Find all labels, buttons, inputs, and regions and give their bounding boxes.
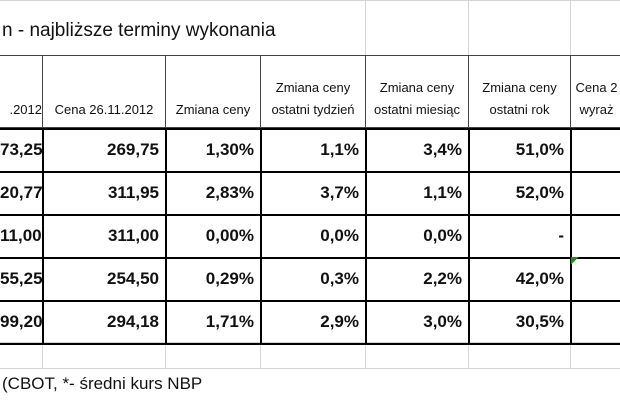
table-cell: 1,1% xyxy=(260,128,367,173)
table-cell: 311,00 xyxy=(42,214,167,259)
table-cell: 269,75 xyxy=(42,128,167,173)
header-line: Zmiana ceny xyxy=(275,80,351,95)
header-line: ostatni rok xyxy=(489,102,550,117)
table-cell: 294,18 xyxy=(42,300,167,345)
table-cell xyxy=(570,128,620,173)
grid-line xyxy=(468,0,469,55)
table-cell: 0,29% xyxy=(165,257,262,302)
header-line: ostatni tydzień xyxy=(271,102,355,117)
grid-line xyxy=(570,342,571,368)
table-cell: 0,0% xyxy=(365,214,470,259)
table-cell: 0,3% xyxy=(260,257,367,302)
table-cell: 73,25 xyxy=(0,128,44,173)
footnote: (CBOT, *- średni kurs NBP xyxy=(2,374,203,393)
column-header: Cena 2 wyraż xyxy=(570,55,620,128)
table-cell: - xyxy=(468,214,572,259)
table-cell: 1,30% xyxy=(165,128,262,173)
grid-line xyxy=(0,342,620,343)
table-cell: 30,5% xyxy=(468,300,572,345)
grid-line xyxy=(468,342,469,368)
header-line: Zmiana ceny xyxy=(482,80,557,95)
column-header: .2012 xyxy=(0,55,43,128)
column-header: Cena 26.11.2012 xyxy=(42,55,166,128)
header-line: Cena 26.11.2012 xyxy=(54,102,154,117)
table-cell: 0,00% xyxy=(165,214,262,259)
table-cell xyxy=(570,214,620,259)
table-cell: 3,7% xyxy=(260,171,367,216)
table-cell: 1,1% xyxy=(365,171,470,216)
header-line: Zmiana ceny xyxy=(175,102,251,117)
table-cell: 2,83% xyxy=(165,171,262,216)
table-cell: 3,0% xyxy=(365,300,470,345)
header-line: wyraż xyxy=(579,102,614,117)
table-cell xyxy=(570,300,620,345)
table-cell: 3,4% xyxy=(365,128,470,173)
table-cell: 254,50 xyxy=(42,257,167,302)
grid-line xyxy=(365,0,366,55)
table-cell: 55,25 xyxy=(0,257,44,302)
table-cell: 52,0% xyxy=(468,171,572,216)
table-cell: 99,20 xyxy=(0,300,44,345)
column-header: Zmiana ceny ostatni miesiąc xyxy=(365,55,469,128)
table-cell: 1,71% xyxy=(165,300,262,345)
comment-marker xyxy=(571,257,579,265)
grid-line xyxy=(260,342,261,368)
column-header: Zmiana ceny ostatni rok xyxy=(468,55,571,128)
grid-line xyxy=(0,368,620,369)
grid-line xyxy=(570,0,571,55)
table-cell: 42,0% xyxy=(468,257,572,302)
table-cell: 2,9% xyxy=(260,300,367,345)
table-cell: 20,77 xyxy=(0,171,44,216)
table-cell: 311,95 xyxy=(42,171,167,216)
grid-line xyxy=(0,0,620,1)
table-cell xyxy=(570,171,620,216)
header-line: .2012 xyxy=(9,102,42,117)
grid-line xyxy=(42,342,43,368)
sheet-title: n - najbliższe terminy wykonania xyxy=(2,20,276,41)
table-cell: 11,00 xyxy=(0,214,44,259)
header-line: Zmiana ceny xyxy=(379,80,455,95)
table-cell: 2,2% xyxy=(365,257,470,302)
column-header: Zmiana ceny xyxy=(165,55,261,128)
grid-line xyxy=(365,342,366,368)
table-cell: 51,0% xyxy=(468,128,572,173)
table-cell: 0,0% xyxy=(260,214,367,259)
header-line: Cena 2 xyxy=(575,80,618,95)
column-header: Zmiana ceny ostatni tydzień xyxy=(260,55,366,128)
grid-line xyxy=(165,342,166,368)
header-line: ostatni miesiąc xyxy=(374,102,460,117)
